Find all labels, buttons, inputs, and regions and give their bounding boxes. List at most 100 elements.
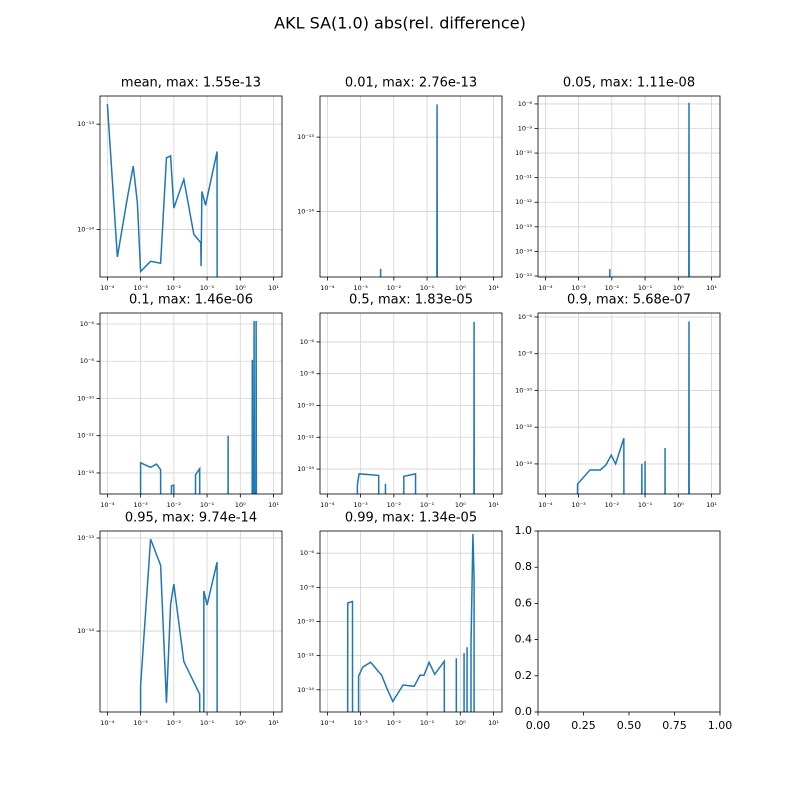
data-line (139, 320, 258, 494)
y-tick-label: 10⁻¹⁰ (297, 401, 314, 409)
x-tick-label: 10⁻³ (353, 501, 368, 509)
subplot: 0.99, max: 1.34e-05 10⁻⁴ 10⁻³ 10⁻² 10⁻¹ 10⁰ 10… (297, 511, 503, 727)
axes-frame (99, 530, 283, 713)
x-tick-label: 0.00 (526, 719, 551, 732)
y-tick-label: 10⁻⁸ (518, 350, 533, 358)
subplot-title: 0.9, max: 5.68e-07 (567, 293, 691, 308)
y-tick-label: 10⁻¹⁴ (515, 247, 532, 255)
subplot: 0.05, max: 1.11e-08 10⁻⁴ 10⁻³ 10⁻² 10⁻¹ 10⁰ 10… (515, 76, 721, 292)
axes-frame (319, 312, 503, 495)
y-tick-label: 10⁻⁶ (518, 313, 533, 321)
subplot-title: 0.99, max: 1.34e-05 (345, 511, 477, 526)
x-tick-label: 10⁻² (387, 719, 402, 727)
axes-frame (99, 95, 283, 278)
axes-frame (319, 95, 503, 278)
x-tick-label: 10⁻¹ (200, 284, 215, 292)
subplot: mean, max: 1.55e-13 10⁻⁴ 10⁻³ 10⁻² 10⁻¹ 10⁰ 10… (77, 76, 283, 292)
data-line (139, 538, 218, 712)
y-tick-label: 10⁻¹² (297, 433, 314, 441)
x-tick-label: 10⁻¹ (420, 501, 435, 509)
x-tick-label: 10⁻² (167, 719, 182, 727)
x-tick-label: 10⁻² (605, 501, 620, 509)
y-tick-label: 0.2 (515, 669, 533, 682)
y-tick-label: 10⁻⁶ (300, 549, 315, 557)
data-line (576, 321, 690, 494)
subplot-title: 0.05, max: 1.11e-08 (563, 76, 695, 91)
axes-frame (537, 530, 721, 713)
data-line (379, 104, 438, 277)
subplot: 0.1, max: 1.46e-06 10⁻⁴ 10⁻³ 10⁻² 10⁻¹ 10⁰ 10¹… (77, 293, 283, 509)
y-tick-label: 10⁻⁸ (80, 357, 95, 365)
subplot-title: 0.5, max: 1.83e-05 (349, 293, 473, 308)
x-tick-label: 10⁻² (605, 284, 620, 292)
x-tick-label: 10⁻¹ (420, 284, 435, 292)
x-tick-label: 10⁻² (167, 501, 182, 509)
subplot: 0.5, max: 1.83e-05 10⁻⁴ 10⁻³ 10⁻² 10⁻¹ 10⁰ 10¹… (297, 293, 503, 509)
x-tick-label: 10⁻¹ (638, 284, 653, 292)
y-tick-label: 10⁻¹⁴ (297, 686, 314, 694)
data-line (346, 533, 475, 712)
y-tick-label: 10⁻¹³ (297, 133, 314, 141)
axes-frame (319, 530, 503, 713)
y-tick-label: 10⁻¹³ (77, 120, 94, 128)
y-tick-label: 10⁻⁸ (300, 370, 315, 378)
y-tick-label: 10⁻¹⁴ (77, 226, 94, 234)
x-tick-label: 10⁰ (455, 719, 466, 727)
y-tick-label: 10⁻¹¹ (515, 174, 532, 182)
x-tick-label: 10¹ (488, 284, 499, 292)
x-tick-label: 10⁰ (673, 284, 684, 292)
x-tick-label: 10⁻² (387, 501, 402, 509)
y-tick-label: 10⁻¹² (77, 432, 94, 440)
x-tick-label: 10⁻³ (353, 719, 368, 727)
x-tick-label: 10⁻⁴ (538, 284, 553, 292)
x-tick-label: 10⁻² (387, 284, 402, 292)
y-tick-label: 10⁻¹⁴ (297, 465, 314, 473)
y-tick-label: 0.0 (515, 705, 533, 718)
y-tick-label: 10⁻¹³ (77, 534, 94, 542)
x-tick-label: 10⁻⁴ (320, 719, 335, 727)
subplot: 0.00 0.25 0.50 0.75 1.00 0.0 0.2 0.4 0.6 0.8 1.0 (515, 524, 733, 732)
figure-title: AKL SA(1.0) abs(rel. difference) (274, 14, 526, 33)
y-tick-label: 0.6 (515, 596, 533, 609)
y-tick-label: 10⁻¹⁵ (515, 272, 532, 280)
y-tick-label: 10⁻¹⁴ (515, 460, 532, 468)
x-tick-label: 10⁻⁴ (538, 501, 553, 509)
y-tick-label: 10⁻¹⁴ (77, 627, 94, 635)
x-tick-label: 10⁻¹ (200, 719, 215, 727)
x-tick-label: 10⁻³ (133, 284, 148, 292)
x-tick-label: 10¹ (488, 719, 499, 727)
x-tick-label: 10⁰ (455, 284, 466, 292)
x-tick-label: 10⁻⁴ (320, 284, 335, 292)
y-tick-label: 10⁻⁶ (80, 320, 95, 328)
subplot-title: 0.01, max: 2.76e-13 (345, 76, 477, 91)
x-tick-label: 10⁰ (235, 284, 246, 292)
x-tick-label: 10⁻¹ (638, 501, 653, 509)
data-line (356, 321, 475, 494)
y-tick-label: 10⁻¹⁰ (297, 618, 314, 626)
y-tick-label: 10⁻¹⁰ (515, 149, 532, 157)
x-tick-label: 10⁰ (235, 501, 246, 509)
y-tick-label: 10⁻¹⁴ (77, 469, 94, 477)
x-tick-label: 10⁻⁴ (100, 719, 115, 727)
x-tick-label: 0.75 (662, 719, 687, 732)
x-tick-label: 10⁻³ (571, 501, 586, 509)
subplot: 0.95, max: 9.74e-14 10⁻⁴ 10⁻³ 10⁻² 10⁻¹ 10⁰ 10… (77, 511, 283, 727)
y-tick-label: 1.0 (515, 524, 533, 537)
y-tick-label: 0.4 (515, 633, 533, 646)
x-tick-label: 10⁻³ (133, 719, 148, 727)
axes-frame (99, 312, 283, 495)
x-tick-label: 10¹ (268, 719, 279, 727)
x-tick-label: 10¹ (268, 501, 279, 509)
x-tick-label: 10¹ (706, 501, 717, 509)
x-tick-label: 10⁻³ (353, 284, 368, 292)
y-tick-label: 10⁻⁹ (518, 125, 533, 133)
y-tick-label: 10⁻⁶ (300, 338, 315, 346)
x-tick-label: 0.25 (571, 719, 596, 732)
x-tick-label: 10⁰ (455, 501, 466, 509)
subplot: 0.01, max: 2.76e-13 10⁻⁴ 10⁻³ 10⁻² 10⁻¹ 10⁰ 10… (297, 76, 503, 292)
subplot-title: 0.1, max: 1.46e-06 (129, 293, 253, 308)
x-tick-label: 10⁰ (235, 719, 246, 727)
x-tick-label: 10⁻³ (133, 501, 148, 509)
y-tick-label: 10⁻¹³ (515, 223, 532, 231)
